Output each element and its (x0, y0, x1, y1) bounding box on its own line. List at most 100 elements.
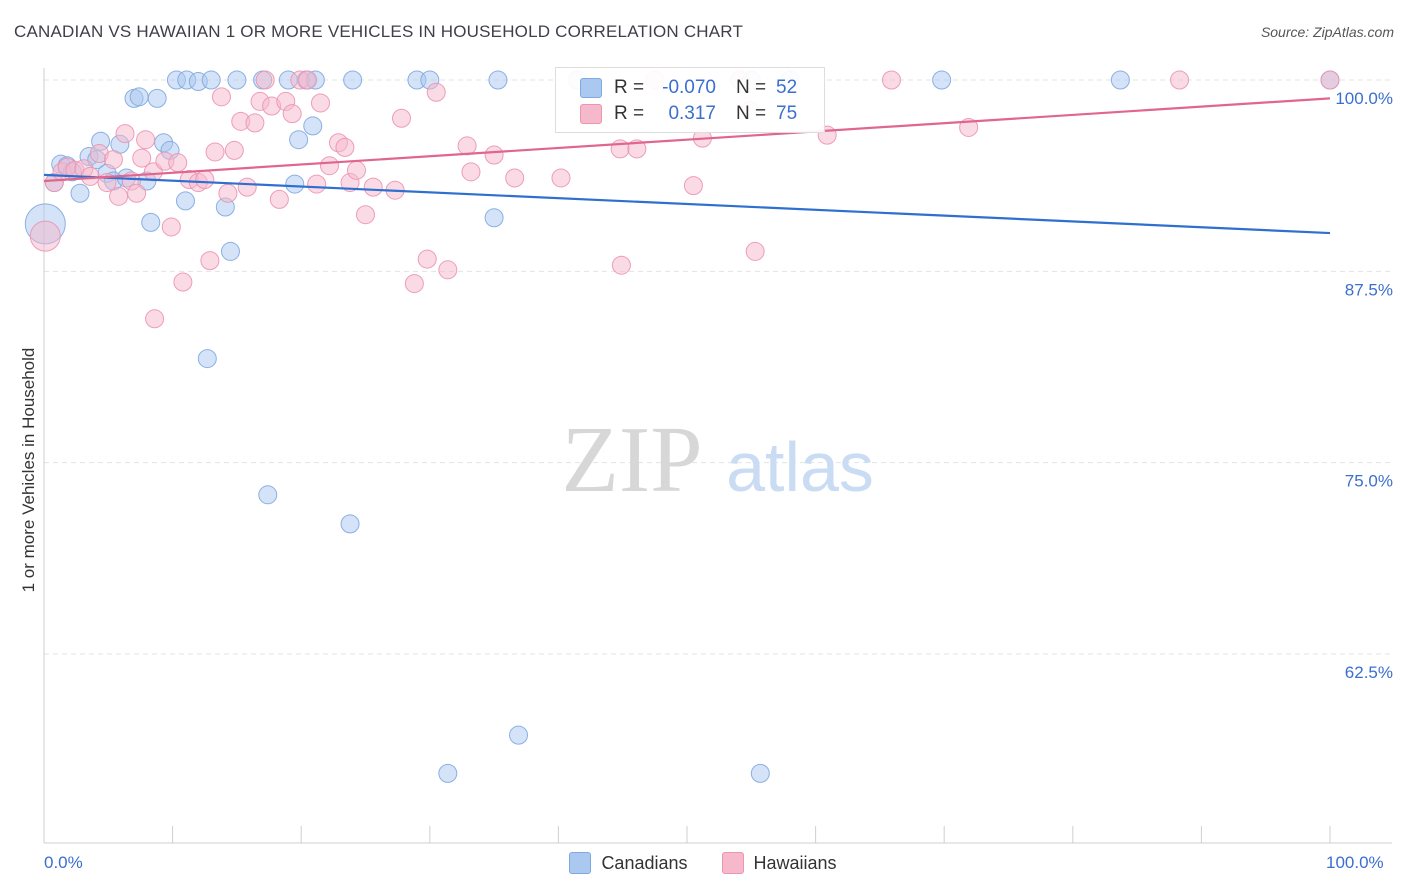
data-point (343, 70, 363, 90)
data-point (509, 725, 529, 745)
data-point (103, 150, 123, 170)
data-point (200, 251, 220, 271)
data-point (255, 70, 275, 90)
trend-lines (43, 97, 1331, 235)
data-point (237, 177, 257, 197)
data-point (220, 241, 240, 261)
data-point (282, 104, 302, 124)
data-point (340, 514, 360, 534)
data-point (227, 70, 247, 90)
data-point (258, 485, 278, 505)
legend-label-hawaiians: Hawaiians (753, 852, 837, 873)
legend-item-hawaiians[interactable]: Hawaiians (721, 852, 837, 874)
data-point (505, 168, 525, 188)
data-point (168, 153, 188, 173)
data-point (161, 217, 181, 237)
data-point (303, 116, 323, 136)
data-point (310, 93, 330, 113)
data-point (1170, 70, 1190, 90)
data-point (115, 124, 135, 144)
data-point (438, 260, 458, 280)
data-point (346, 160, 366, 180)
watermark-zip: ZIP (562, 408, 703, 512)
series-legend: Canadians Hawaiians (0, 852, 1406, 874)
data-point (173, 272, 193, 292)
data-point (175, 191, 195, 211)
data-point (195, 169, 215, 189)
data-point (932, 70, 952, 90)
data-point (488, 70, 508, 90)
data-point (319, 156, 339, 176)
data-points (24, 70, 1340, 783)
trend-line-canadians (43, 173, 1331, 235)
data-point (29, 220, 61, 252)
data-point (197, 349, 217, 369)
data-point (145, 309, 165, 329)
data-point (484, 208, 504, 228)
data-point (627, 139, 647, 159)
legend-swatch-hawaiians (721, 852, 744, 874)
legend-n-label: N = (736, 103, 767, 124)
watermark: ZIP atlas (562, 408, 874, 512)
data-point (201, 70, 221, 90)
data-point (129, 87, 149, 107)
data-point (211, 87, 231, 107)
data-point (392, 108, 412, 128)
data-point (611, 255, 631, 275)
data-point (426, 82, 446, 102)
data-point (141, 212, 161, 232)
data-point (745, 241, 765, 261)
y-tick-label: 87.5% (1345, 280, 1393, 299)
data-point (70, 183, 90, 203)
data-point (461, 162, 481, 182)
legend-label-canadians: Canadians (601, 852, 688, 873)
data-point (750, 763, 770, 783)
legend-swatch-hawaiians (580, 104, 602, 124)
legend-swatch-canadians (580, 78, 602, 98)
data-point (147, 88, 167, 108)
data-point (484, 145, 504, 165)
data-point (457, 136, 477, 156)
gridlines (44, 79, 1392, 655)
data-point (136, 130, 156, 150)
watermark-atlas: atlas (726, 428, 874, 506)
legend-n-value: 52 (776, 77, 798, 98)
data-point (224, 140, 244, 160)
data-point (109, 186, 129, 206)
y-tick-labels: 100.0% 87.5% 75.0% 62.5% (1335, 89, 1393, 682)
data-point (127, 183, 147, 203)
stats-legend: R = -0.070 N = 52 R = 0.317 N = 75 (555, 67, 825, 133)
data-point (363, 177, 383, 197)
data-point (205, 142, 225, 162)
data-point (417, 249, 437, 269)
data-point (132, 148, 152, 168)
legend-n-label: N = (736, 77, 767, 98)
trend-line-hawaiians (43, 97, 1331, 183)
data-point (307, 174, 327, 194)
legend-n-value: 75 (776, 103, 798, 124)
data-point (881, 70, 901, 90)
legend-r-label: R = (614, 77, 645, 98)
y-tick-label: 75.0% (1345, 472, 1393, 491)
legend-r-value: 0.317 (668, 103, 716, 124)
legend-item-canadians[interactable]: Canadians (569, 852, 688, 874)
data-point (218, 183, 238, 203)
data-point (683, 176, 703, 196)
x-tick-min: 0.0% (44, 853, 83, 872)
source-label: Source: ZipAtlas.com (1260, 24, 1394, 40)
data-point (551, 168, 571, 188)
data-point (245, 113, 265, 133)
data-point (1110, 70, 1130, 90)
data-point (356, 205, 375, 225)
data-point (289, 130, 309, 150)
y-tick-label: 100.0% (1335, 89, 1393, 108)
data-point (1320, 70, 1340, 90)
legend-row-hawaiians: R = 0.317 N = 75 (580, 102, 797, 126)
data-point (285, 174, 305, 194)
data-point (335, 137, 355, 157)
legend-r-value: -0.070 (662, 77, 716, 98)
data-point (269, 189, 289, 209)
axes (43, 68, 1392, 844)
chart-title: CANADIAN VS HAWAIIAN 1 OR MORE VEHICLES … (14, 22, 744, 41)
legend-row-canadians: R = -0.070 N = 52 (580, 76, 797, 100)
